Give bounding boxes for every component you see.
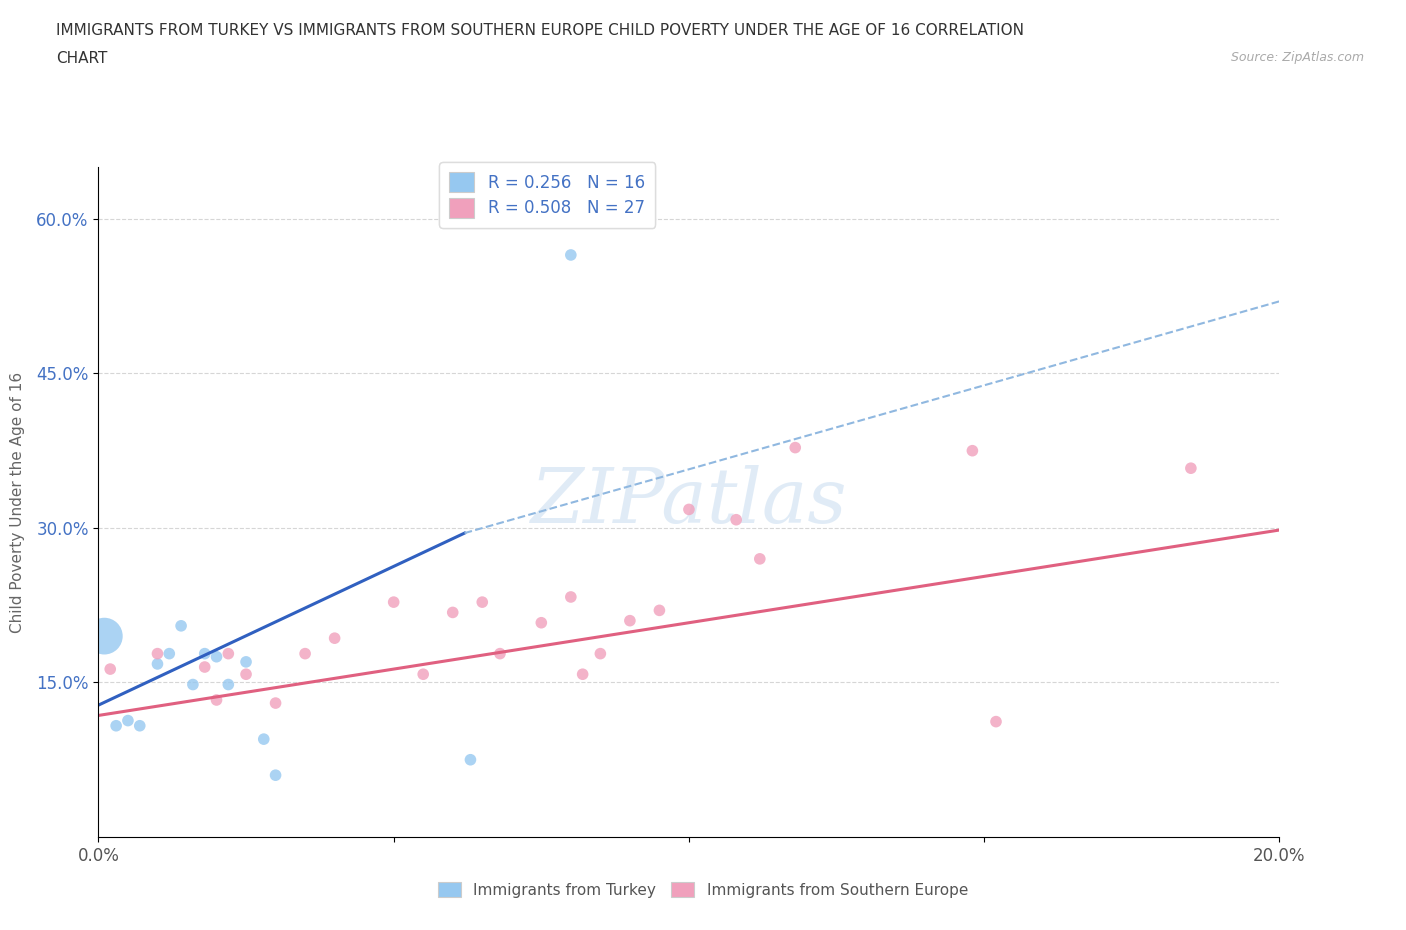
Y-axis label: Child Poverty Under the Age of 16: Child Poverty Under the Age of 16 (10, 372, 25, 632)
Point (589, 646, 612, 661)
Point (530, 616, 553, 631)
Point (748, 551, 770, 566)
Point (264, 768, 287, 783)
Legend: R = 0.256   N = 16, R = 0.508   N = 27: R = 0.256 N = 16, R = 0.508 N = 27 (440, 163, 655, 228)
Point (962, 444, 984, 458)
Point (264, 696, 287, 711)
Point (460, 752, 482, 767)
Text: CHART: CHART (56, 51, 108, 66)
Point (984, 714, 1007, 729)
Point (181, 677, 204, 692)
Point (146, 646, 169, 661)
Point (1180, 460, 1202, 475)
Legend: Immigrants from Turkey, Immigrants from Southern Europe: Immigrants from Turkey, Immigrants from … (432, 875, 974, 904)
Point (253, 732, 276, 747)
Point (294, 646, 316, 661)
Point (217, 677, 239, 692)
Point (471, 594, 494, 609)
Point (235, 667, 257, 682)
Point (678, 502, 700, 517)
Point (93, 629, 115, 644)
Point (412, 667, 434, 682)
Point (441, 605, 464, 620)
Point (323, 631, 346, 645)
Point (205, 693, 228, 708)
Point (117, 713, 139, 728)
Point (560, 590, 582, 604)
Point (560, 247, 582, 262)
Point (105, 718, 128, 733)
Point (648, 603, 671, 618)
Point (571, 667, 593, 682)
Point (98, 661, 121, 676)
Point (619, 613, 641, 628)
Text: ZIPatlas: ZIPatlas (530, 465, 848, 539)
Point (205, 649, 228, 664)
Point (235, 655, 257, 670)
Point (217, 646, 239, 661)
Point (382, 594, 405, 609)
Point (146, 657, 169, 671)
Point (194, 646, 217, 661)
Point (725, 512, 748, 527)
Point (170, 618, 193, 633)
Point (489, 646, 512, 661)
Text: IMMIGRANTS FROM TURKEY VS IMMIGRANTS FROM SOUTHERN EUROPE CHILD POVERTY UNDER TH: IMMIGRANTS FROM TURKEY VS IMMIGRANTS FRO… (56, 23, 1024, 38)
Point (194, 659, 217, 674)
Text: Source: ZipAtlas.com: Source: ZipAtlas.com (1230, 51, 1364, 64)
Point (157, 646, 180, 661)
Point (785, 440, 807, 455)
Point (128, 718, 150, 733)
